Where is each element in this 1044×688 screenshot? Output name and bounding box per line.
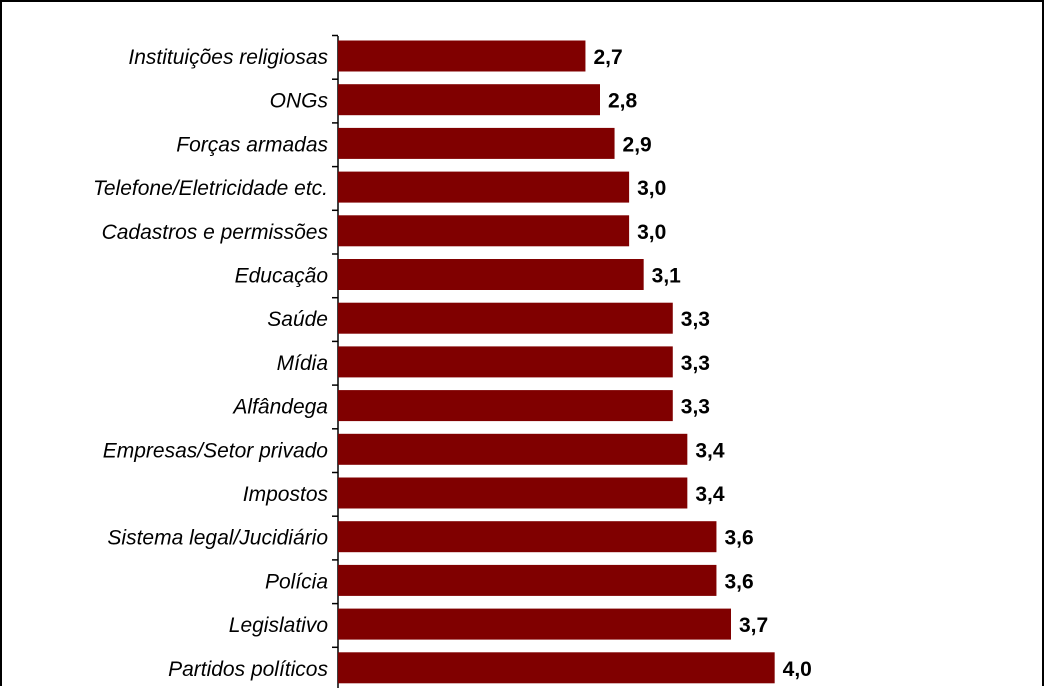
category-label: Cadastros e permissões: [102, 221, 329, 244]
bar: [338, 564, 717, 596]
value-label: 3,6: [724, 527, 753, 550]
bar: [338, 390, 673, 422]
category-label: Impostos: [243, 483, 329, 506]
category-label: Sistema legal/Jucidiário: [107, 527, 328, 550]
category-label: Educação: [235, 265, 329, 288]
value-label: 4,0: [783, 658, 812, 681]
bar: [338, 652, 775, 684]
value-label: 2,8: [608, 90, 638, 113]
value-label: 3,0: [637, 221, 666, 244]
category-label: Telefone/Eletricidade etc.: [93, 177, 328, 200]
value-label: 3,1: [652, 265, 682, 288]
value-label: 2,9: [623, 133, 652, 156]
bar: [338, 127, 615, 159]
value-label: 3,6: [724, 570, 753, 593]
bar: [338, 171, 630, 203]
value-label: 3,7: [739, 614, 768, 637]
category-label: Empresas/Setor privado: [103, 439, 329, 462]
category-labels: Instituições religiosas ONGs Forças armada…: [93, 46, 329, 681]
category-label: Legislativo: [229, 614, 329, 637]
category-label: Forças armadas: [176, 133, 328, 156]
value-label: 3,4: [695, 483, 725, 506]
category-label: Alfândega: [231, 396, 328, 419]
bar: [338, 40, 586, 72]
bar: [338, 521, 717, 553]
value-label: 3,4: [695, 439, 725, 462]
value-label: 3,3: [681, 396, 710, 419]
bar: [338, 259, 644, 290]
bar: [338, 433, 688, 465]
bar: [338, 302, 673, 334]
value-labels: 2,7 2,8 2,9 3,0 3,0 3,1 3,3 3,3 3,3 3,4 3,4 3,6 3,6 3…: [593, 46, 811, 681]
value-label: 2,7: [593, 46, 622, 69]
bar: [338, 608, 731, 640]
y-axis-ticks: [332, 34, 338, 649]
category-label: Partidos políticos: [168, 658, 328, 681]
category-label: ONGs: [270, 90, 329, 113]
bar: [338, 477, 688, 509]
bar: [338, 84, 600, 116]
category-label: Polícia: [265, 570, 328, 593]
category-label: Instituições religiosas: [128, 46, 328, 69]
bar: [338, 215, 630, 247]
bar: [338, 346, 673, 378]
category-label: Saúde: [267, 308, 328, 331]
category-label: Mídia: [277, 352, 328, 375]
value-label: 3,3: [681, 308, 710, 331]
value-label: 3,3: [681, 352, 710, 375]
value-label: 3,0: [637, 177, 666, 200]
bars-group: [338, 40, 775, 684]
